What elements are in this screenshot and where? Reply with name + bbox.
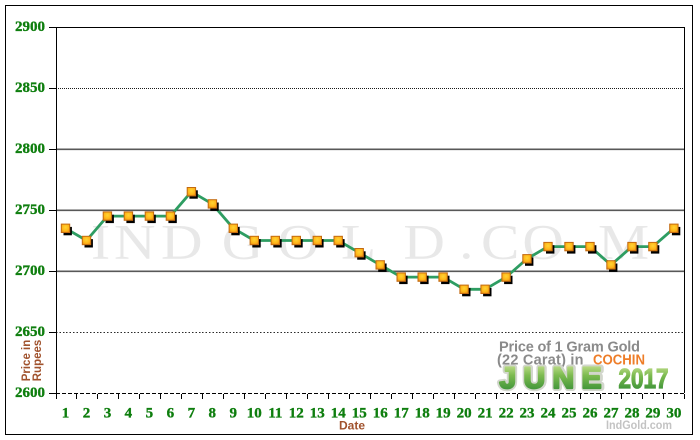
svg-text:8: 8 xyxy=(209,406,217,422)
svg-text:18: 18 xyxy=(415,406,430,422)
svg-text:13: 13 xyxy=(310,406,325,422)
svg-text:COCHIN: COCHIN xyxy=(593,353,645,369)
svg-text:23: 23 xyxy=(520,406,535,422)
svg-text:9: 9 xyxy=(230,406,238,422)
svg-text:29: 29 xyxy=(645,406,660,422)
svg-text:4: 4 xyxy=(125,406,133,422)
svg-text:2700: 2700 xyxy=(15,263,45,279)
svg-text:30: 30 xyxy=(666,406,681,422)
svg-text:2850: 2850 xyxy=(15,80,45,96)
svg-text:11: 11 xyxy=(268,406,282,422)
svg-text:28: 28 xyxy=(625,406,640,422)
svg-text:Price inRupees: Price inRupees xyxy=(21,340,44,382)
svg-text:22: 22 xyxy=(499,406,514,422)
svg-text:27: 27 xyxy=(604,406,620,422)
svg-text:(22 Carat) in: (22 Carat) in xyxy=(497,353,584,369)
svg-text:5: 5 xyxy=(146,406,154,422)
svg-text:Price of 1 Gram Gold: Price of 1 Gram Gold xyxy=(499,340,640,356)
svg-text:21: 21 xyxy=(478,406,493,422)
svg-text:7: 7 xyxy=(188,406,196,422)
svg-text:17: 17 xyxy=(394,406,410,422)
svg-text:Date: Date xyxy=(339,419,365,433)
svg-text:24: 24 xyxy=(541,406,557,422)
svg-text:2600: 2600 xyxy=(15,385,45,401)
svg-text:20: 20 xyxy=(457,406,472,422)
svg-text:15: 15 xyxy=(352,406,367,422)
svg-text:IndGold.com: IndGold.com xyxy=(606,418,672,432)
svg-text:26: 26 xyxy=(583,406,599,422)
svg-text:25: 25 xyxy=(562,406,577,422)
svg-text:1: 1 xyxy=(62,406,70,422)
svg-text:6: 6 xyxy=(167,406,175,422)
svg-text:2650: 2650 xyxy=(15,324,45,340)
svg-text:2900: 2900 xyxy=(15,19,45,35)
svg-text:19: 19 xyxy=(436,406,451,422)
svg-text:2800: 2800 xyxy=(15,141,45,157)
svg-text:3: 3 xyxy=(104,406,112,422)
svg-text:2017: 2017 xyxy=(619,363,669,394)
svg-text:10: 10 xyxy=(247,406,262,422)
svg-text:14: 14 xyxy=(331,406,347,422)
svg-text:2750: 2750 xyxy=(15,202,45,218)
svg-text:12: 12 xyxy=(289,406,304,422)
svg-text:2: 2 xyxy=(83,406,91,422)
svg-text:16: 16 xyxy=(373,406,389,422)
